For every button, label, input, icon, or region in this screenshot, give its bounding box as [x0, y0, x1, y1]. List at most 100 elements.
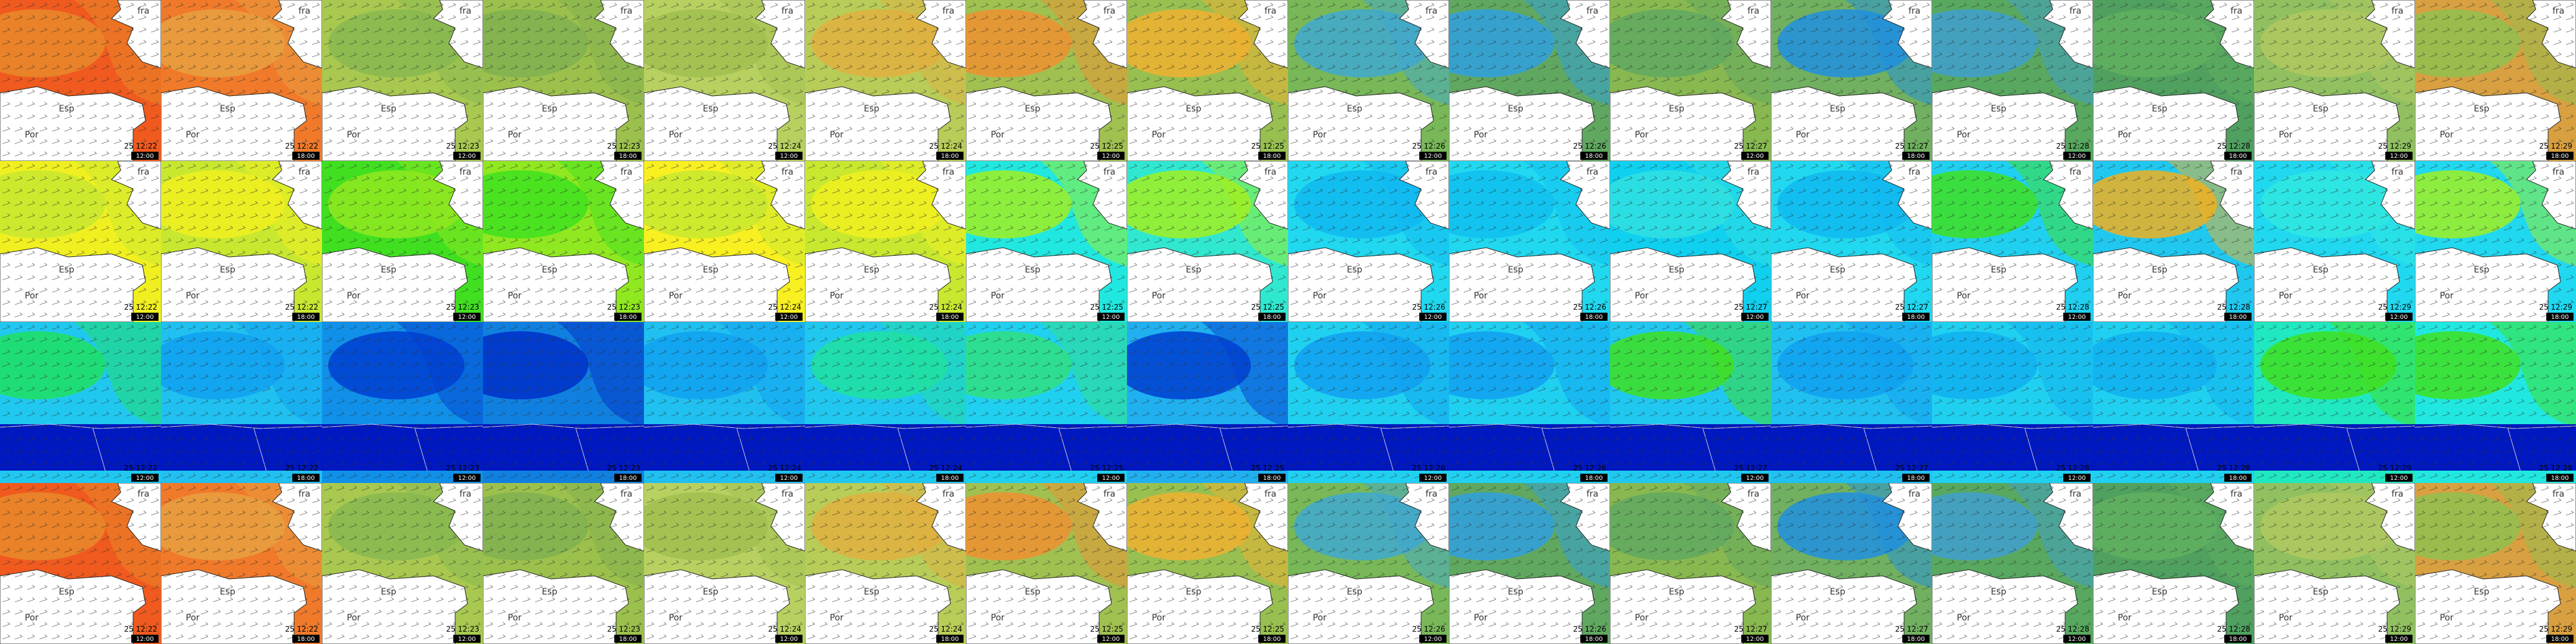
- place-label: Por: [2118, 613, 2132, 623]
- deep-band: [1771, 424, 1932, 471]
- land-france: [2043, 483, 2093, 552]
- hour-box: [2546, 635, 2574, 643]
- map-tile: fra Esp Por 25 12:24 12:00: [644, 483, 805, 644]
- field-blob: [1610, 331, 1734, 399]
- place-label: Por: [2279, 291, 2293, 301]
- map-tile: fra Esp Por 25 12:24 18:00: [805, 161, 966, 322]
- map-tile: fra Esp Por 25 12:26 12:00: [1288, 0, 1449, 161]
- place-label: Por: [25, 613, 39, 623]
- land-iberia: [1449, 569, 1595, 644]
- map-tile: fra Esp Por 25 12:22 18:00: [161, 161, 322, 322]
- field-blob: [644, 492, 768, 560]
- hour-box: [131, 313, 159, 321]
- hour-box: [1580, 313, 1608, 321]
- hour-box: [1580, 635, 1608, 643]
- hour-box: [1902, 635, 1930, 643]
- map-tile: 25 12:25 12:00: [966, 322, 1127, 483]
- tile-hour: 18:00: [297, 636, 315, 643]
- tile-time: 25 12:25: [1251, 625, 1284, 633]
- land-iberia: [0, 86, 146, 161]
- tile-hour: 18:00: [1907, 153, 1925, 160]
- deep-band: [805, 424, 966, 471]
- place-label: fra: [298, 6, 310, 16]
- place-label: fra: [2552, 6, 2564, 16]
- land-france: [1560, 483, 1610, 552]
- tile-hour: 12:00: [458, 153, 476, 160]
- place-label: Por: [2279, 613, 2293, 623]
- place-label: Por: [508, 130, 522, 140]
- hour-box: [292, 313, 320, 321]
- place-label: Esp: [1508, 265, 1523, 275]
- tile-time: 25 12:26: [1412, 464, 1445, 472]
- field-blob: [483, 170, 588, 238]
- land-france: [1721, 161, 1771, 230]
- hour-box: [2063, 152, 2091, 160]
- map-tile: fra Esp Por 25 12:23 12:00: [322, 483, 483, 644]
- wind-arrows: [968, 324, 1125, 479]
- tile-hour: 12:00: [780, 636, 798, 643]
- tile-time: 25 12:27: [1895, 464, 1928, 472]
- wind-arrows: [1129, 163, 1286, 318]
- tile-hour: 12:00: [1102, 636, 1120, 643]
- tile-hour: 18:00: [2551, 475, 2569, 482]
- place-label: Esp: [1186, 587, 1201, 597]
- place-label: fra: [2230, 6, 2242, 16]
- place-label: Por: [347, 130, 361, 140]
- place-label: fra: [459, 6, 471, 16]
- tile-time: 25 12:29: [2378, 464, 2411, 472]
- place-label: fra: [620, 167, 632, 177]
- land-france: [2204, 0, 2254, 69]
- place-label: Por: [1474, 613, 1488, 623]
- place-label: Por: [1635, 130, 1649, 140]
- field-blob: [1449, 492, 1554, 560]
- land-iberia: [2254, 247, 2400, 322]
- map-tile: 25 12:29 12:00: [2254, 322, 2415, 483]
- land-france: [2526, 161, 2576, 230]
- tile-time: 25 12:28: [2217, 625, 2250, 633]
- land-iberia: [2093, 86, 2239, 161]
- tile-time: 25 12:25: [1251, 303, 1284, 311]
- place-label: Esp: [2152, 104, 2167, 114]
- field-blob: [2093, 170, 2217, 238]
- place-label: Por: [1152, 130, 1166, 140]
- wind-arrows: [1934, 2, 2091, 157]
- place-label: fra: [781, 6, 793, 16]
- field-blob: [1127, 331, 1251, 399]
- map-tile: fra Esp Por 25 12:29 18:00: [2415, 483, 2576, 644]
- map-tile: fra Esp Por 25 12:23 12:00: [322, 0, 483, 161]
- field-band: [2006, 322, 2093, 427]
- tile-hour: 12:00: [2068, 314, 2086, 321]
- field-blob: [1610, 492, 1734, 560]
- tile-time: 25 12:26: [1573, 625, 1606, 633]
- place-label: Por: [830, 613, 844, 623]
- place-label: Esp: [2474, 265, 2489, 275]
- land-iberia: [322, 569, 468, 644]
- hour-box: [2063, 635, 2091, 643]
- land-iberia: [0, 247, 146, 322]
- land-iberia: [322, 86, 468, 161]
- place-label: Por: [1635, 291, 1649, 301]
- land-france: [755, 161, 805, 230]
- place-label: Esp: [1025, 265, 1040, 275]
- tile-time: 25 12:28: [2056, 142, 2089, 150]
- tile-time: 25 12:25: [1251, 142, 1284, 150]
- place-label: Por: [1474, 291, 1488, 301]
- hour-box: [2546, 152, 2574, 160]
- tile-hour: 18:00: [941, 314, 959, 321]
- tile-hour: 12:00: [1746, 636, 1764, 643]
- hour-box: [1258, 635, 1286, 643]
- hour-box: [292, 635, 320, 643]
- place-label: Por: [991, 130, 1005, 140]
- place-label: fra: [781, 167, 793, 177]
- hour-box: [292, 474, 320, 482]
- tile-time: 25 12:22: [285, 142, 318, 150]
- land-france: [1721, 483, 1771, 552]
- map-tile: fra Esp Por 25 12:29 18:00: [2415, 161, 2576, 322]
- hour-box: [2224, 313, 2252, 321]
- land-france: [111, 483, 161, 552]
- map-tile: fra Esp Por 25 12:27 12:00: [1610, 161, 1771, 322]
- hour-box: [453, 474, 481, 482]
- land-iberia: [966, 569, 1112, 644]
- land-france: [1882, 483, 1932, 552]
- wind-arrows: [485, 485, 642, 640]
